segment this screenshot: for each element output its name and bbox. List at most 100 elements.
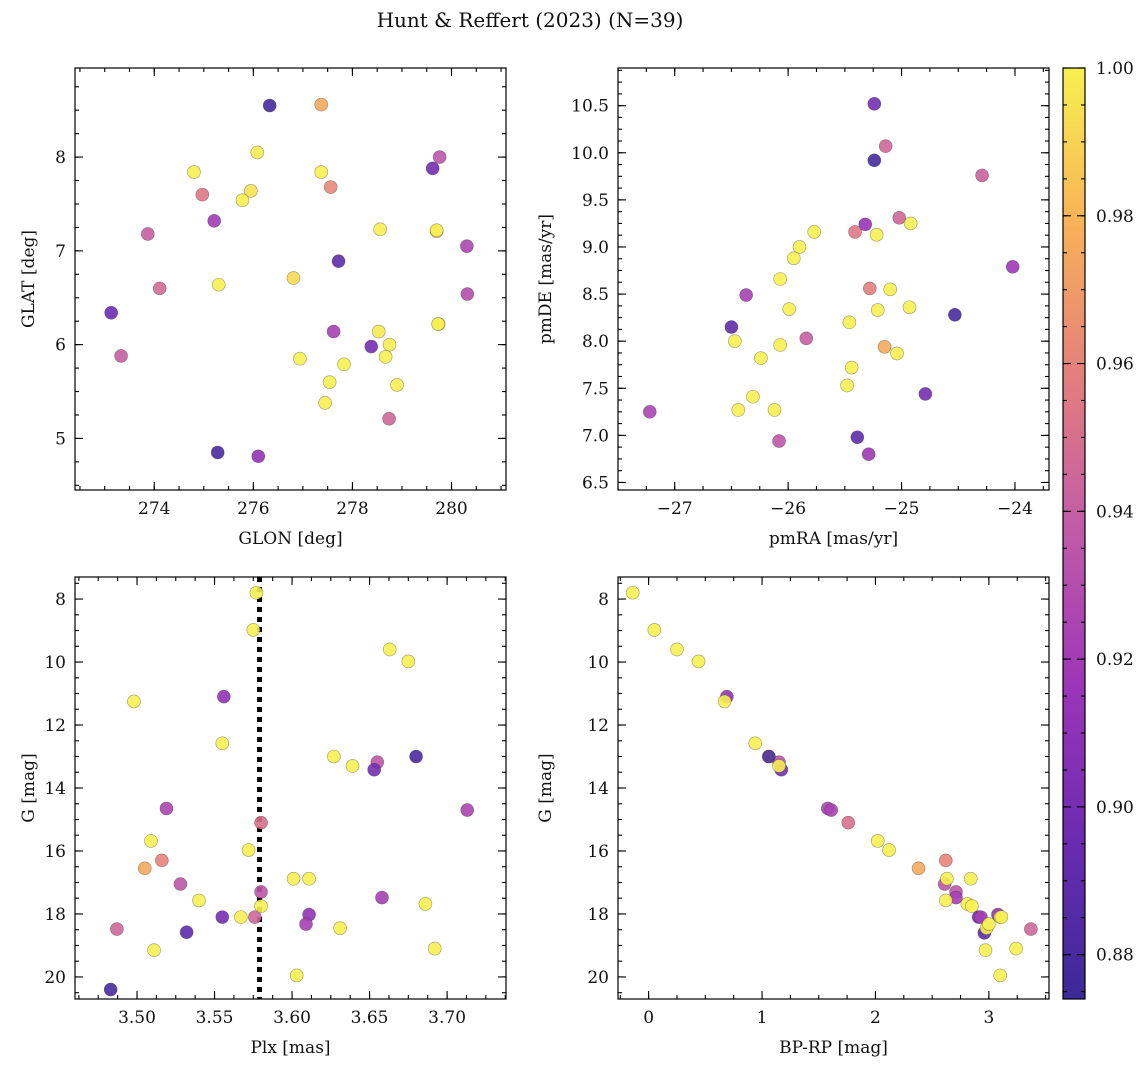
figure-title: Hunt & Reffert (2023) (N=39) bbox=[377, 8, 684, 32]
data-point bbox=[824, 803, 839, 817]
y-tick-label: 12 bbox=[44, 716, 66, 736]
data-point bbox=[409, 749, 423, 764]
y-axis-label: pmDE [mas/yr] bbox=[536, 214, 556, 344]
data-point bbox=[975, 168, 989, 183]
data-point bbox=[373, 222, 387, 237]
data-point bbox=[217, 689, 231, 704]
data-point bbox=[762, 749, 776, 764]
y-tick-label: 6 bbox=[55, 336, 66, 356]
data-point bbox=[333, 921, 347, 935]
points bbox=[625, 585, 1038, 983]
data-point bbox=[724, 320, 739, 334]
data-point bbox=[427, 941, 442, 956]
data-point bbox=[159, 801, 174, 816]
data-point bbox=[211, 277, 226, 292]
data-point bbox=[978, 943, 993, 957]
data-point bbox=[401, 654, 416, 669]
data-point bbox=[114, 349, 128, 363]
x-tick-label: −24 bbox=[997, 499, 1033, 519]
data-point bbox=[841, 815, 856, 830]
data-point bbox=[647, 623, 662, 637]
data-point bbox=[748, 736, 763, 751]
data-point bbox=[254, 899, 268, 913]
data-point bbox=[104, 305, 118, 320]
data-point bbox=[882, 843, 896, 857]
data-point bbox=[861, 447, 876, 462]
data-point bbox=[382, 411, 396, 426]
data-point bbox=[739, 288, 753, 302]
data-point bbox=[772, 759, 786, 773]
data-point bbox=[862, 281, 877, 296]
data-point bbox=[867, 153, 882, 168]
axes-frame bbox=[617, 67, 1050, 491]
data-point bbox=[152, 281, 167, 296]
data-point bbox=[948, 307, 962, 322]
data-point bbox=[327, 749, 341, 764]
data-point bbox=[883, 282, 898, 297]
data-point bbox=[302, 871, 316, 886]
x-axis-label: GLON [deg] bbox=[238, 529, 342, 549]
x-tick-label: 278 bbox=[336, 499, 368, 519]
data-point bbox=[877, 340, 892, 354]
data-point bbox=[215, 910, 230, 924]
y-tick-label: 9.0 bbox=[582, 238, 609, 258]
data-point bbox=[246, 623, 261, 637]
data-point bbox=[299, 917, 313, 931]
data-point bbox=[903, 216, 918, 231]
points bbox=[103, 585, 475, 997]
data-point bbox=[147, 943, 161, 957]
data-point bbox=[382, 337, 397, 352]
data-point bbox=[807, 225, 822, 239]
colorbar-tick-label: 0.88 bbox=[1096, 946, 1134, 966]
data-point bbox=[890, 346, 904, 361]
data-point bbox=[345, 759, 360, 773]
x-tick-label: 2 bbox=[870, 1008, 881, 1028]
y-tick-label: 6.5 bbox=[582, 473, 609, 493]
x-tick-label: 3.65 bbox=[351, 1008, 389, 1028]
data-point bbox=[1005, 259, 1020, 274]
data-point bbox=[625, 585, 640, 600]
data-point bbox=[840, 378, 854, 393]
data-point bbox=[792, 240, 807, 254]
x-tick-label: 1 bbox=[757, 1008, 768, 1028]
data-point bbox=[728, 334, 742, 348]
y-axis-label: G [mag] bbox=[536, 753, 556, 822]
x-tick-label: −25 bbox=[884, 499, 920, 519]
panel-pmra-pmde: −27 −26 −25 −24 6.5 7.0 7.5 8.0 8.5 9.0 9.5 10.0 10.… bbox=[536, 67, 1050, 549]
data-point bbox=[187, 165, 201, 179]
data-point bbox=[963, 871, 978, 886]
x-tick-label: −26 bbox=[770, 499, 806, 519]
data-point bbox=[642, 405, 657, 419]
data-point bbox=[754, 351, 768, 365]
data-point bbox=[746, 389, 760, 404]
data-point bbox=[210, 445, 225, 460]
y-tick-label: 8 bbox=[55, 148, 66, 168]
data-point bbox=[103, 982, 118, 997]
data-point bbox=[215, 736, 230, 751]
x-axis-label: pmRA [mas/yr] bbox=[769, 529, 898, 549]
data-point bbox=[878, 139, 893, 153]
y-tick-label: 18 bbox=[587, 905, 609, 925]
data-point bbox=[248, 910, 262, 924]
data-point bbox=[378, 350, 393, 364]
x-tick-label: 3.70 bbox=[428, 1008, 466, 1028]
x-axis-label: BP-RP [mag] bbox=[779, 1038, 888, 1058]
data-point bbox=[251, 449, 266, 464]
y-tick-label: 14 bbox=[44, 779, 66, 799]
x-tick-label: 3 bbox=[983, 1008, 994, 1028]
x-tick-label: 280 bbox=[435, 499, 467, 519]
y-tick-label: 8 bbox=[55, 590, 66, 610]
data-point bbox=[787, 251, 801, 266]
y-tick-label: 10.5 bbox=[571, 97, 609, 117]
data-point bbox=[773, 272, 787, 286]
y-tick-label: 14 bbox=[587, 779, 609, 799]
data-point bbox=[235, 193, 250, 208]
points bbox=[642, 96, 1020, 462]
data-point bbox=[870, 303, 885, 317]
data-point bbox=[250, 145, 265, 160]
data-point bbox=[867, 96, 882, 111]
y-tick-label: 20 bbox=[587, 968, 609, 988]
y-tick-label: 5 bbox=[55, 429, 66, 449]
axes-frame bbox=[74, 576, 507, 1000]
